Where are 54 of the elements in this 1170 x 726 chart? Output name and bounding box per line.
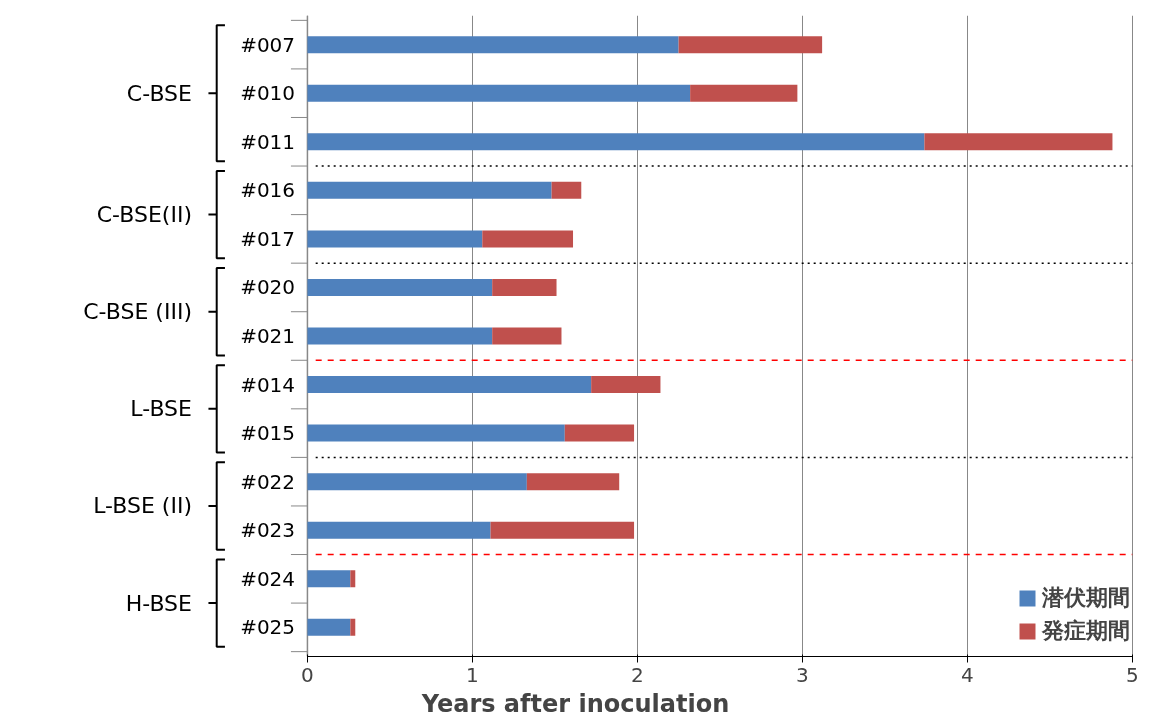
text: L-BSE (130, 396, 192, 422)
x-tick-label: 5 (1125, 662, 1139, 687)
bar (307, 133, 925, 151)
y-tick-label: #014 (240, 372, 296, 397)
bar (307, 424, 565, 442)
y-tick-label: #022 (240, 469, 296, 494)
y-tick-label: #016 (240, 178, 296, 203)
x-tick-label: 0 (301, 662, 314, 687)
legend-label: 発症期間 (1042, 617, 1130, 645)
bar (350, 570, 356, 588)
x-tick-label: 2 (631, 662, 644, 687)
bar (307, 181, 552, 199)
bar (492, 327, 562, 345)
text: C-BSE (126, 80, 192, 106)
y-tick-label: #024 (240, 566, 296, 591)
y-tick-label: #023 (240, 518, 296, 543)
bar (492, 278, 557, 296)
bar (350, 618, 356, 636)
bar (564, 424, 635, 442)
bar (924, 133, 1113, 151)
bar (307, 618, 351, 636)
bar (307, 84, 691, 102)
y-tick-label: #021 (240, 324, 296, 348)
y-tick-label: #025 (240, 615, 296, 640)
y-tick-label: #010 (240, 81, 296, 106)
legend-label: 潜伏期間 (1042, 584, 1130, 612)
text: C-BSE (III) (83, 299, 192, 325)
bar (307, 473, 527, 491)
text: L-BSE (II) (93, 493, 192, 519)
bar (307, 327, 493, 345)
bar (307, 278, 493, 296)
bar (307, 376, 592, 394)
bar (591, 376, 661, 394)
y-tick-label: #020 (240, 275, 296, 300)
text: C-BSE(II) (96, 202, 192, 228)
bar (307, 521, 491, 539)
bar (551, 181, 582, 199)
x-axis-title: Years after inoculation (420, 689, 730, 718)
y-tick-label: #011 (240, 129, 296, 154)
bar (526, 473, 620, 491)
bar (307, 36, 679, 54)
bar (482, 230, 574, 248)
bar (678, 36, 823, 54)
bar (307, 230, 483, 248)
x-tick-label: 1 (466, 662, 479, 687)
y-tick-label: #007 (240, 32, 296, 57)
y-tick-label: #015 (240, 421, 296, 446)
x-tick-label: 3 (795, 662, 809, 687)
bar (307, 570, 351, 588)
bar (690, 84, 798, 102)
bar (490, 521, 635, 539)
text: H-BSE (125, 590, 192, 616)
x-tick-label: 4 (960, 662, 974, 687)
y-tick-label: #017 (240, 226, 296, 251)
